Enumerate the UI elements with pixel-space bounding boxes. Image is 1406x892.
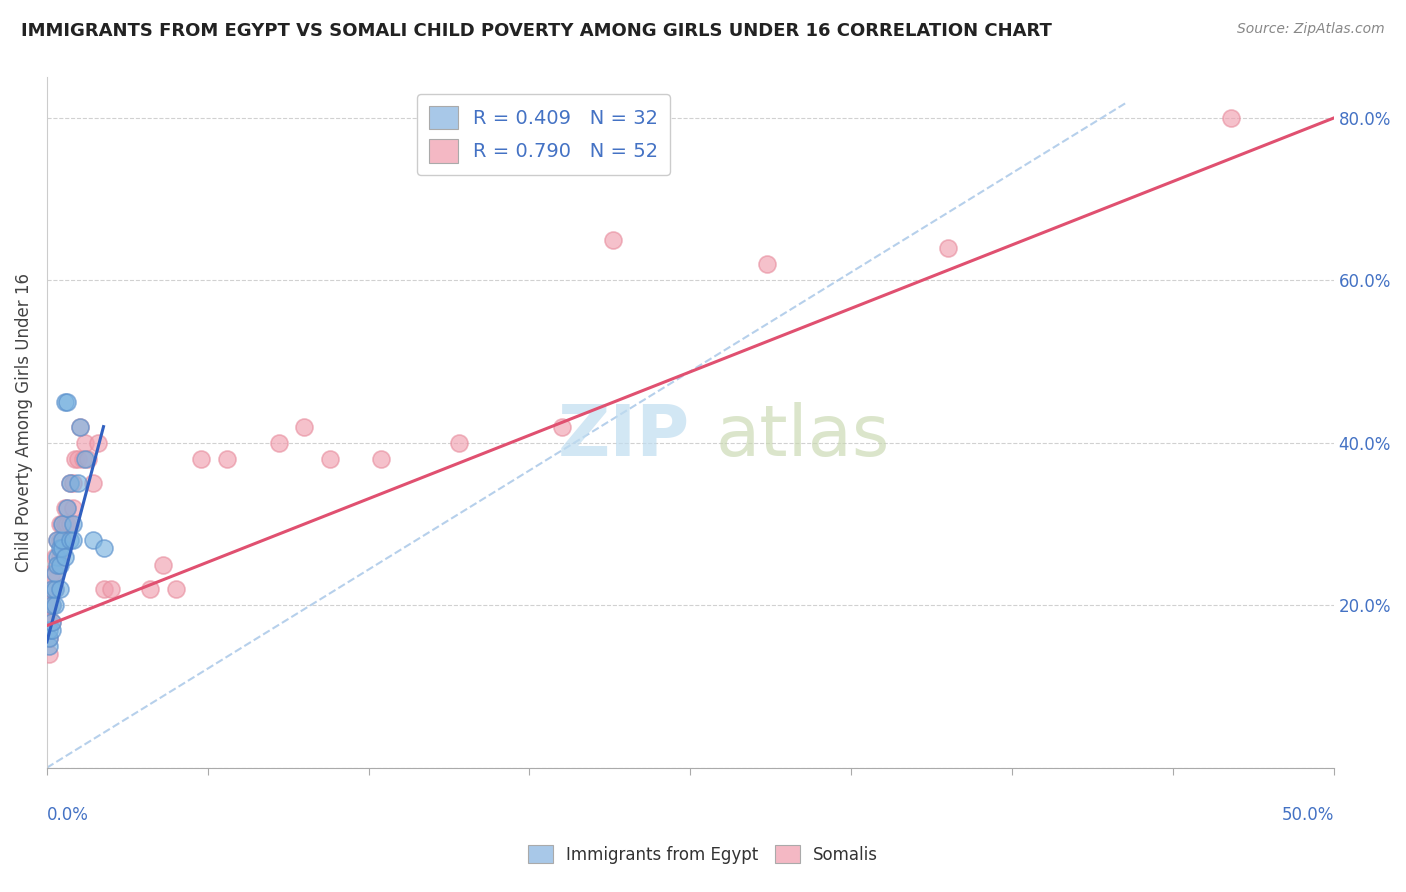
Point [56, 517, 79, 532]
Point [41, 615, 63, 629]
Point [38, 599, 60, 613]
Point [447, 435, 470, 450]
Point [165, 582, 187, 596]
Text: Source: ZipAtlas.com: Source: ZipAtlas.com [1237, 22, 1385, 37]
Point [44, 549, 66, 564]
Point [602, 233, 624, 247]
Point [66, 452, 89, 467]
Point [756, 257, 779, 271]
Legend: R = 0.409   N = 32, R = 0.790   N = 52: R = 0.409 N = 32, R = 0.790 N = 52 [418, 94, 671, 175]
Point [59, 476, 82, 491]
Point [44, 582, 66, 596]
Y-axis label: Child Poverty Among Girls Under 16: Child Poverty Among Girls Under 16 [15, 273, 32, 572]
Point [75, 452, 97, 467]
Point [66, 476, 89, 491]
Point [41, 599, 63, 613]
Point [62, 500, 84, 515]
Point [41, 582, 63, 596]
Point [38, 615, 60, 629]
Point [44, 582, 66, 596]
Point [72, 452, 94, 467]
Point [51, 517, 73, 532]
Point [267, 435, 290, 450]
Point [38, 639, 60, 653]
Point [41, 623, 63, 637]
Point [41, 566, 63, 580]
Point [38, 631, 60, 645]
Point [936, 241, 959, 255]
Point [49, 558, 72, 572]
Point [46, 533, 69, 548]
Point [49, 541, 72, 556]
Point [87, 435, 110, 450]
Point [53, 517, 76, 532]
Point [51, 533, 73, 548]
Point [152, 558, 174, 572]
Point [63, 452, 86, 467]
Point [59, 517, 82, 532]
Point [53, 533, 76, 548]
Text: ZIP: ZIP [558, 402, 690, 471]
Point [46, 558, 69, 572]
Point [41, 599, 63, 613]
Point [93, 582, 115, 596]
Point [44, 599, 66, 613]
Point [292, 419, 315, 434]
Point [51, 533, 73, 548]
Point [139, 582, 162, 596]
Point [41, 615, 63, 629]
Point [44, 566, 66, 580]
Point [93, 541, 115, 556]
Point [49, 517, 72, 532]
Point [56, 395, 79, 409]
Point [51, 541, 73, 556]
Text: 50.0%: 50.0% [1281, 805, 1334, 823]
Point [49, 549, 72, 564]
Point [59, 533, 82, 548]
Point [46, 533, 69, 548]
Point [75, 435, 97, 450]
Point [550, 419, 572, 434]
Point [62, 533, 84, 548]
Point [38, 631, 60, 645]
Point [53, 395, 76, 409]
Point [69, 419, 91, 434]
Text: atlas: atlas [716, 402, 890, 471]
Point [46, 558, 69, 572]
Point [62, 517, 84, 532]
Point [100, 582, 122, 596]
Point [44, 566, 66, 580]
Point [190, 452, 212, 467]
Point [46, 549, 69, 564]
Point [59, 476, 82, 491]
Point [77, 452, 100, 467]
Point [56, 500, 79, 515]
Point [41, 582, 63, 596]
Point [38, 623, 60, 637]
Text: 0.0%: 0.0% [46, 805, 89, 823]
Legend: Immigrants from Egypt, Somalis: Immigrants from Egypt, Somalis [522, 838, 884, 871]
Point [370, 452, 392, 467]
Point [49, 533, 72, 548]
Point [62, 476, 84, 491]
Point [51, 517, 73, 532]
Point [56, 500, 79, 515]
Point [82, 476, 104, 491]
Text: IMMIGRANTS FROM EGYPT VS SOMALI CHILD POVERTY AMONG GIRLS UNDER 16 CORRELATION C: IMMIGRANTS FROM EGYPT VS SOMALI CHILD PO… [21, 22, 1052, 40]
Point [38, 647, 60, 661]
Point [69, 419, 91, 434]
Point [319, 452, 342, 467]
Point [53, 549, 76, 564]
Point [1219, 111, 1241, 125]
Point [53, 500, 76, 515]
Point [82, 533, 104, 548]
Point [49, 582, 72, 596]
Point [215, 452, 238, 467]
